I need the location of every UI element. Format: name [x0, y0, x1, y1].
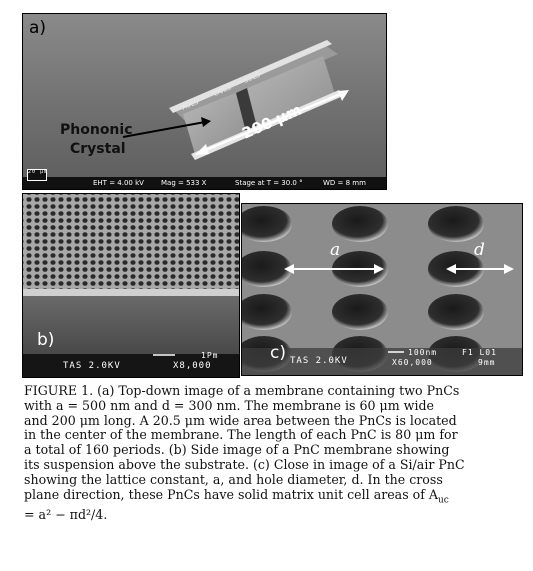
- scale-bar-box: [27, 169, 47, 181]
- sem-eht: EHT = 4.00 kV: [93, 179, 144, 187]
- caption-line: showing the lattice constant, a, and hol…: [24, 471, 443, 487]
- panel-b-sem-image: b) TAS 2.0KV 1Pm X8,000: [22, 193, 240, 378]
- sem-c-voltage: TAS 2.0KV: [290, 356, 348, 366]
- scale-bar-label: 20 µm: [28, 169, 49, 175]
- sem-c-wd: 9mm: [478, 358, 496, 367]
- panel-c-letter: c): [270, 343, 286, 363]
- panel-b-letter: b): [37, 330, 55, 350]
- caption-line: in the center of the membrane. The lengt…: [24, 427, 458, 443]
- sem-c-fl: F1 L01: [462, 348, 497, 357]
- panel-a-letter: a): [29, 18, 47, 38]
- caption-line: = a² − πd²/4.: [24, 506, 108, 522]
- sem-mag: Mag = 533 X: [161, 179, 207, 187]
- pnc-closeup: [242, 204, 522, 375]
- sem-c-scale: 100nm: [408, 348, 438, 357]
- phononic-crystal-label-line1: Phononic: [60, 122, 133, 138]
- panel-c-sem-image: a d c) TAS 2.0KV 100nm F1 L01 X60,000 9m…: [241, 203, 523, 376]
- sem-stage: Stage at T = 30.0 °: [235, 179, 303, 187]
- sem-b-scale: 1Pm: [201, 351, 219, 360]
- panel-a-sem-image: A0L5 D0L3 S2L5 200 µm a) Phononic Crysta…: [22, 13, 387, 190]
- label-a: a: [330, 240, 341, 260]
- caption-line: FIGURE 1. (a) Top-down image of a membra…: [24, 383, 460, 398]
- caption-line: its suspension above the substrate. (c) …: [24, 456, 465, 472]
- sem-b-voltage: TAS 2.0KV: [63, 361, 121, 371]
- sem-wd: WD = 8 mm: [323, 179, 366, 187]
- figure-caption: FIGURE 1. (a) Top-down image of a membra…: [24, 383, 524, 523]
- sem-c-mag: X60,000: [392, 358, 433, 367]
- sem-b-mag: X8,000: [173, 361, 212, 371]
- label-d: d: [474, 240, 485, 260]
- membrane-illustration: A0L5 D0L3 S2L5 200 µm: [122, 40, 349, 160]
- caption-line-with-subscript: plane direction, these PnCs have solid m…: [24, 486, 449, 506]
- pnc-side-view: [23, 194, 239, 377]
- phononic-crystal-label-line2: Crystal: [70, 141, 126, 157]
- sem-info-bar: [23, 177, 386, 189]
- caption-line: with a = 500 nm and d = 300 nm. The memb…: [24, 397, 434, 413]
- caption-line: and 200 μm long. A 20.5 μm wide area bet…: [24, 412, 457, 428]
- subscript-uc: uc: [438, 495, 449, 506]
- caption-line: a total of 160 periods. (b) Side image o…: [24, 442, 450, 458]
